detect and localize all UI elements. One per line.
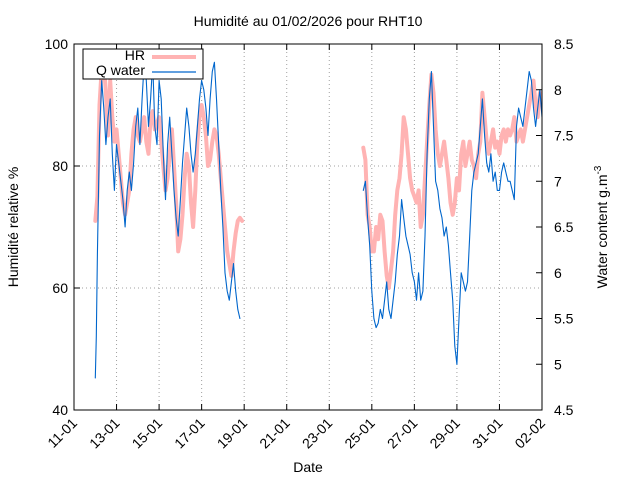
chart-title: Humidité au 01/02/2026 pour RHT10 — [194, 13, 423, 29]
y2-axis-label: Water content g.m-3 — [593, 165, 610, 288]
x-axis-label: Date — [293, 459, 323, 475]
x-tick-label: 27-01 — [384, 415, 421, 452]
y2-tick-label: 6.5 — [554, 219, 574, 235]
x-tick-label: 02-02 — [511, 415, 548, 452]
legend: HR Q water — [82, 47, 204, 80]
x-tick-label: 29-01 — [426, 415, 463, 452]
x-tick-label: 15-01 — [129, 415, 166, 452]
legend-box — [82, 48, 204, 80]
series-line-hr — [93, 60, 245, 278]
y2-tick-label: 5 — [554, 356, 562, 372]
y2-tick-label: 8 — [554, 82, 562, 98]
y2-axis-label-sup: -3 — [593, 165, 604, 174]
y-tick-label: 40 — [52, 402, 68, 418]
y-tick-label: 80 — [52, 158, 68, 174]
axis-ticks: 11-01 13-01 15-01 17-01 19-01 21-01 23-01 25-01… — [44, 36, 573, 451]
y-tick-label: 100 — [45, 36, 69, 52]
series-line-qwater — [362, 70, 542, 365]
y2-tick-label: 7.5 — [554, 128, 574, 144]
y2-tick-label: 8.5 — [554, 36, 574, 52]
y2-tick-label: 5.5 — [554, 311, 574, 327]
x-tick-label: 13-01 — [86, 415, 123, 452]
y-tick-label: 60 — [52, 280, 68, 296]
grid — [74, 44, 542, 410]
x-tick-label: 11-01 — [44, 415, 80, 451]
x-tick-label: 21-01 — [256, 415, 293, 452]
x-tick-label: 25-01 — [341, 415, 378, 452]
plot-frame — [73, 43, 543, 411]
legend-label-qwater: Q water — [96, 62, 145, 78]
y2-tick-label: 4.5 — [554, 402, 574, 418]
y-axis-label: Humidité relative % — [5, 167, 21, 288]
y2-tick-label: 6 — [554, 265, 562, 281]
series-layer — [93, 60, 542, 379]
y2-tick-label: 7 — [554, 173, 562, 189]
x-tick-label: 17-01 — [171, 415, 208, 452]
x-tick-label: 23-01 — [299, 415, 336, 452]
series-line-qwater — [94, 61, 241, 379]
series-line-hr — [361, 72, 542, 290]
x-tick-label: 31-01 — [469, 415, 506, 452]
legend-label-hr: HR — [125, 47, 145, 63]
x-tick-label: 19-01 — [214, 415, 251, 452]
y2-axis-label-main: Water content g.m — [594, 175, 610, 289]
